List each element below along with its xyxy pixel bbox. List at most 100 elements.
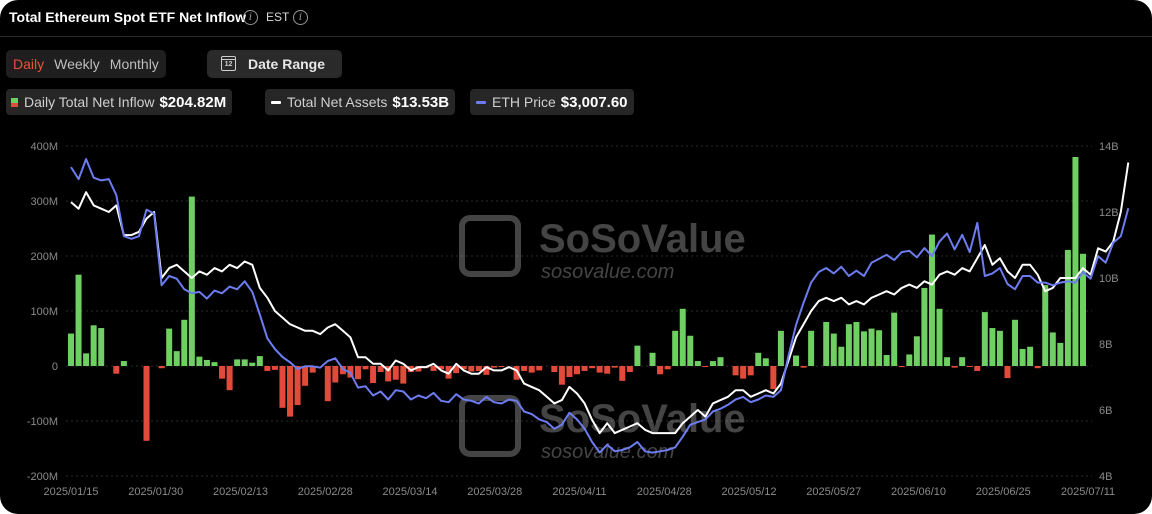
inflow-bar: [1034, 366, 1041, 369]
inflow-bar: [830, 333, 837, 366]
inflow-bar: [845, 324, 852, 366]
y-right-tick-label: 12B: [1099, 207, 1119, 219]
inflow-bar: [385, 366, 392, 382]
inflow-bar: [619, 366, 626, 381]
inflow-bar: [1049, 332, 1056, 366]
inflow-bar: [309, 366, 316, 373]
inflow-bar: [166, 328, 173, 366]
y-right-tick-label: 8B: [1099, 339, 1112, 351]
inflow-bar: [966, 366, 973, 367]
inflow-bar: [1012, 319, 1019, 366]
inflow-bar: [800, 366, 807, 368]
inflow-bar: [415, 366, 422, 372]
inflow-bar: [574, 366, 580, 375]
inflow-bar: [1072, 157, 1079, 366]
inflow-bar: [928, 234, 935, 366]
inflow-bar: [143, 366, 150, 441]
legend-assets-value: $13.53B: [392, 93, 450, 111]
inflow-bar: [853, 322, 860, 366]
inflow-bar: [226, 366, 233, 391]
inflow-bar: [679, 308, 686, 366]
inflow-bar: [377, 366, 384, 373]
inflow-bar: [793, 355, 800, 366]
inflow-bar: [181, 319, 188, 366]
inflow-bar: [981, 312, 988, 366]
info-icon[interactable]: i: [243, 10, 258, 25]
x-tick-label: 2025/06/25: [976, 486, 1031, 498]
inflow-bar: [98, 328, 105, 366]
inflow-bar: [203, 359, 210, 366]
inflow-bar: [687, 335, 694, 366]
inflow-bar: [921, 287, 928, 366]
inflow-bar: [808, 330, 815, 366]
period-weekly-button[interactable]: Weekly: [54, 56, 100, 72]
inflow-bar: [211, 362, 218, 366]
x-tick-label: 2025/01/15: [43, 486, 98, 498]
legend-eth[interactable]: ETH Price $3,007.60: [470, 89, 634, 115]
inflow-bar: [219, 366, 226, 379]
y-right-tick-label: 10B: [1099, 273, 1119, 285]
y-axis-right: 14B 12B 10B 8B 6B 4B: [1099, 141, 1119, 483]
inflow-bar: [777, 330, 784, 366]
inflow-bar: [256, 356, 263, 366]
date-range-button[interactable]: 12 Date Range: [207, 50, 342, 78]
period-monthly-button[interactable]: Monthly: [109, 56, 159, 72]
inflow-bar: [649, 352, 656, 366]
y-right-tick-label: 6B: [1099, 405, 1112, 417]
inflow-bar: [944, 357, 951, 366]
inflow-bar: [264, 366, 271, 371]
inflow-bar: [891, 312, 898, 366]
inflow-bar: [347, 366, 354, 378]
total-net-assets-line: [70, 162, 1130, 435]
inflow-bar: [664, 366, 671, 370]
y-left-tick-label: 400M: [30, 141, 58, 153]
inflow-bar: [551, 366, 558, 373]
y-left-tick-label: 0: [52, 361, 58, 373]
y-right-tick-label: 4B: [1099, 471, 1112, 483]
grid-lines: [66, 145, 1092, 477]
inflow-bar: [770, 366, 777, 390]
inflow-bar: [68, 333, 74, 366]
inflow-bar: [823, 322, 830, 366]
inflow-bar: [1027, 346, 1034, 366]
inflow-bar: [996, 330, 1003, 366]
x-tick-label: 2025/02/28: [298, 486, 353, 498]
inflow-bar: [657, 366, 664, 375]
inflow-bar: [407, 366, 414, 373]
x-axis: 2025/01/15 2025/01/30 2025/02/13 2025/02/28…: [43, 486, 1115, 498]
inflow-bar: [1064, 249, 1071, 366]
inflow-bar: [83, 353, 90, 366]
inflow-bar: [558, 366, 565, 385]
legend-assets[interactable]: Total Net Assets $13.53B: [265, 89, 456, 115]
x-tick-label: 2025/04/28: [637, 486, 692, 498]
period-daily-button[interactable]: Daily: [13, 56, 45, 72]
inflow-bar: [287, 366, 294, 417]
y-left-tick-label: 300M: [30, 196, 58, 208]
inflow-bar: [120, 361, 127, 366]
legend-inflow[interactable]: Daily Total Net Inflow $204.82M: [6, 89, 233, 115]
inflow-bar: [581, 366, 588, 371]
sosovalue-logo-icon: [459, 215, 521, 277]
inflow-bar: [868, 328, 875, 366]
inflow-bar: [498, 366, 505, 368]
inflow-bar: [528, 366, 535, 373]
inflow-bar: [626, 366, 633, 373]
inflow-bar: [883, 355, 890, 366]
inflow-bar: [672, 330, 679, 366]
inflow-bar: [332, 366, 339, 383]
timezone-info-icon[interactable]: i: [293, 10, 308, 25]
x-tick-label: 2025/07/11: [1061, 486, 1115, 498]
inflow-bar: [860, 331, 867, 366]
x-tick-label: 2025/03/28: [467, 486, 522, 498]
inflow-bar: [453, 366, 460, 374]
inflow-bar: [400, 366, 407, 384]
inflow-bar: [876, 330, 883, 366]
inflow-bar: [838, 346, 845, 366]
inflow-bar: [536, 366, 543, 371]
inflow-bar: [370, 366, 377, 384]
